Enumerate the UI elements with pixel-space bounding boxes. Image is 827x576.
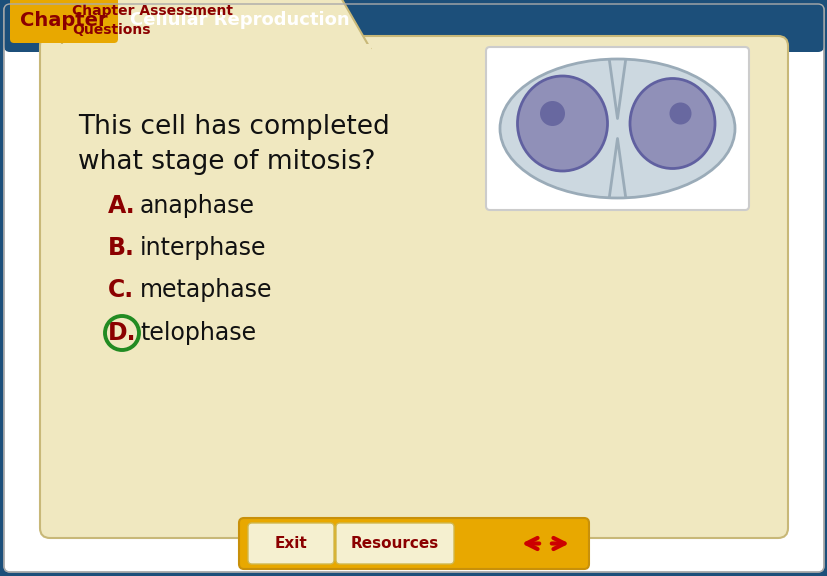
FancyBboxPatch shape — [4, 0, 823, 52]
Text: D.: D. — [108, 321, 136, 345]
Text: A.: A. — [108, 194, 136, 218]
Text: interphase: interphase — [140, 236, 266, 260]
FancyBboxPatch shape — [239, 518, 588, 569]
Text: metaphase: metaphase — [140, 278, 272, 302]
Ellipse shape — [629, 78, 715, 169]
Text: This cell has completed
what stage of mitosis?: This cell has completed what stage of mi… — [78, 114, 390, 175]
FancyBboxPatch shape — [248, 523, 333, 564]
Text: Chapter: Chapter — [20, 10, 108, 29]
Text: telophase: telophase — [140, 321, 256, 345]
FancyBboxPatch shape — [10, 6, 817, 36]
FancyBboxPatch shape — [336, 523, 453, 564]
Ellipse shape — [517, 76, 607, 171]
Bar — [61, 44, 370, 50]
FancyBboxPatch shape — [485, 47, 748, 210]
Text: C.: C. — [108, 278, 134, 302]
FancyBboxPatch shape — [10, 0, 118, 43]
Text: Chapter Assessment
Questions: Chapter Assessment Questions — [72, 4, 232, 37]
Text: B.: B. — [108, 236, 135, 260]
Text: Resources: Resources — [351, 536, 438, 551]
Polygon shape — [62, 0, 370, 48]
Ellipse shape — [500, 59, 734, 198]
Ellipse shape — [539, 101, 564, 126]
Text: Cellular Reproduction: Cellular Reproduction — [130, 11, 349, 29]
Text: Exit: Exit — [275, 536, 307, 551]
Ellipse shape — [669, 103, 691, 124]
FancyBboxPatch shape — [40, 36, 787, 538]
Text: anaphase: anaphase — [140, 194, 255, 218]
FancyBboxPatch shape — [4, 4, 823, 572]
